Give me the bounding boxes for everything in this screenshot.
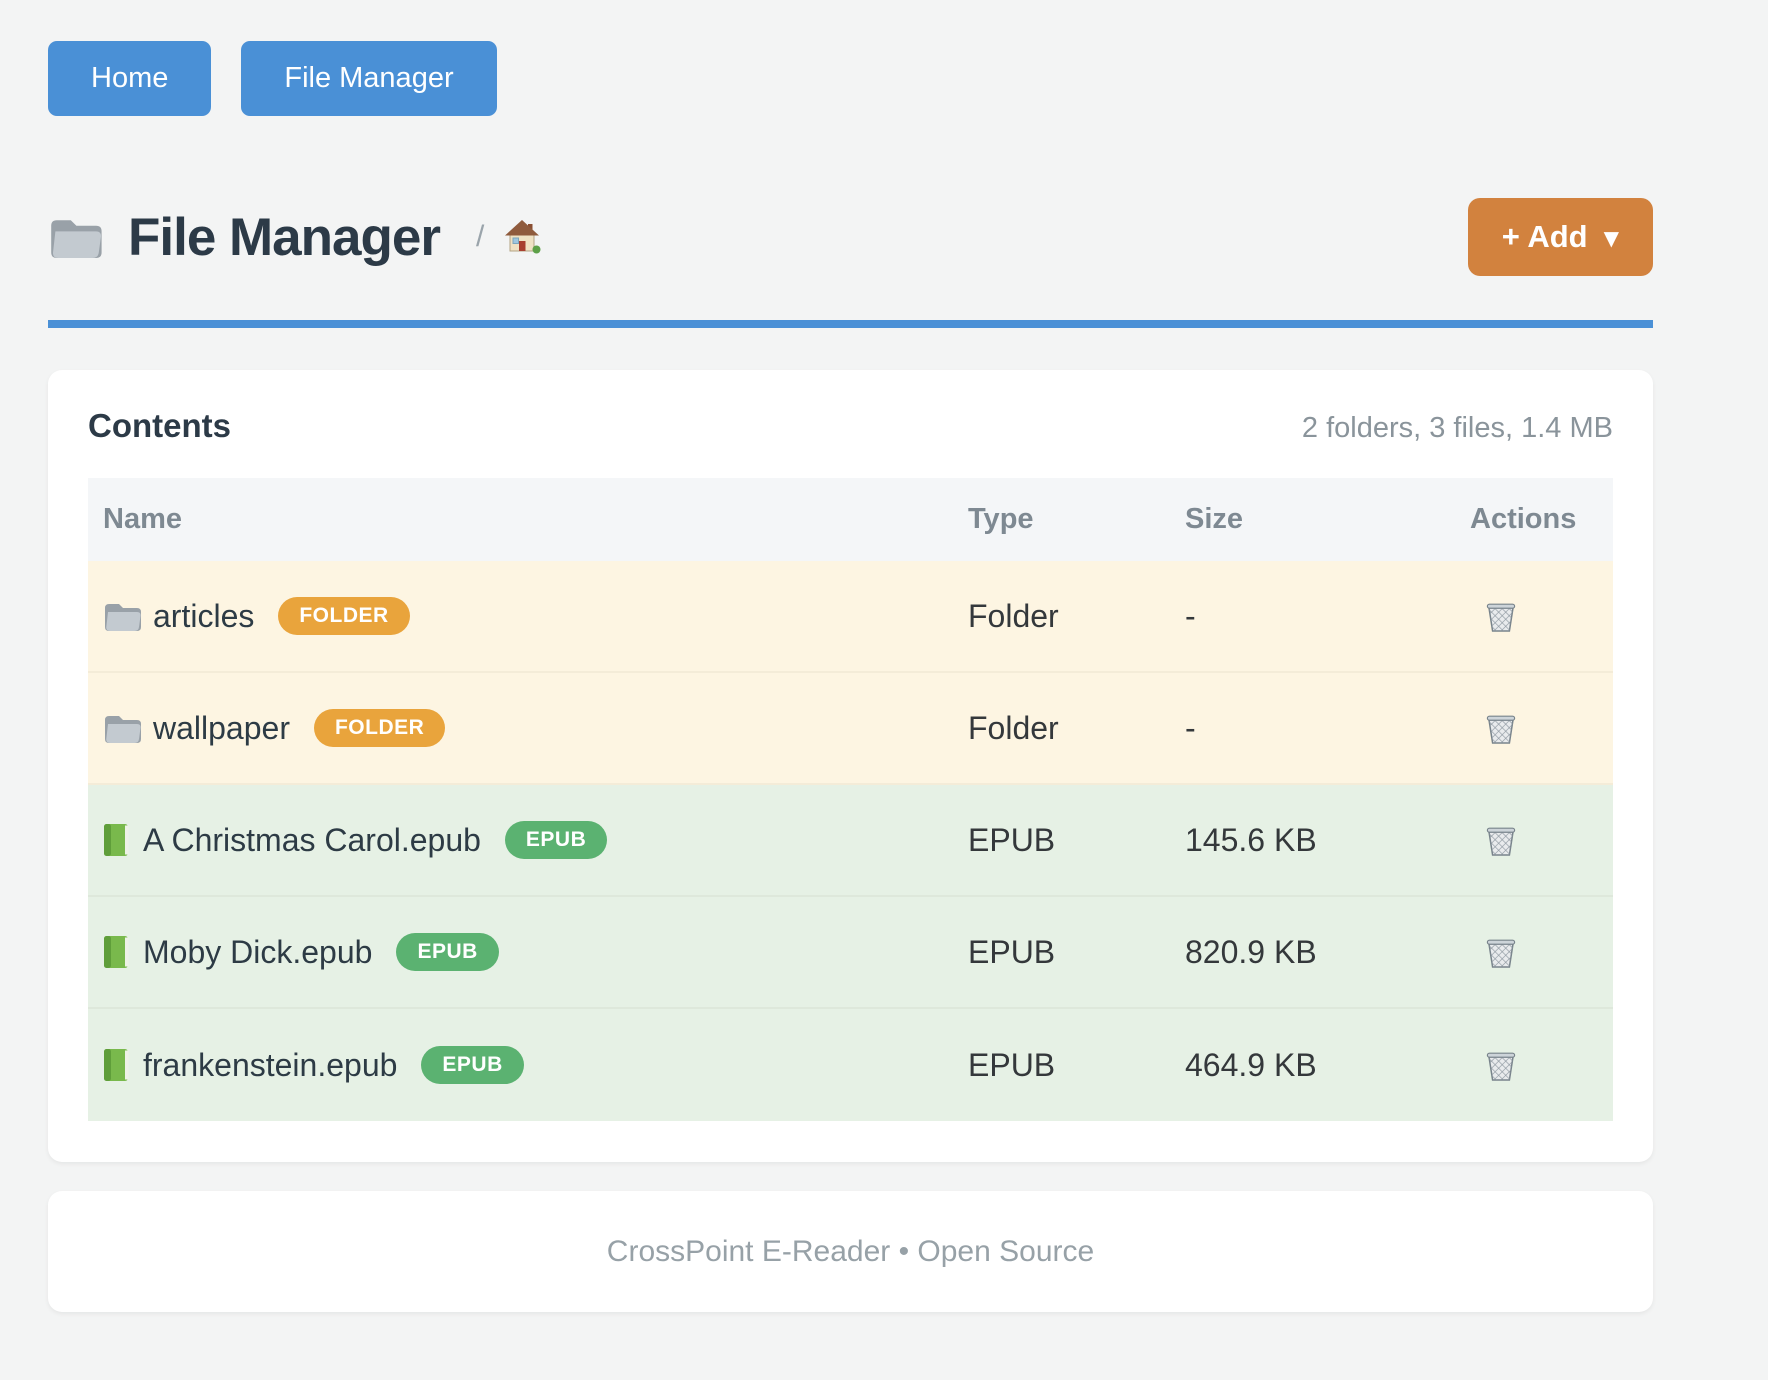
- name-cell[interactable]: articles FOLDER: [88, 597, 968, 635]
- actions-cell: [1470, 710, 1613, 746]
- trash-icon: [1484, 598, 1518, 634]
- size-cell: -: [1185, 597, 1196, 634]
- name-cell[interactable]: frankenstein.epub EPUB: [88, 1046, 968, 1084]
- file-name: A Christmas Carol.epub: [143, 821, 481, 858]
- nav-home-button[interactable]: Home: [48, 41, 212, 116]
- table-row-articles[interactable]: articles FOLDER Folder -: [88, 561, 1613, 673]
- book-icon: [103, 823, 131, 857]
- folder-icon: [48, 216, 102, 258]
- file-table: Name Type Size Actions articles FOLDER F…: [88, 478, 1613, 1121]
- delete-button[interactable]: [1484, 598, 1518, 634]
- actions-cell: [1470, 598, 1613, 634]
- delete-button[interactable]: [1484, 822, 1518, 858]
- epub-badge: EPUB: [504, 821, 608, 859]
- column-header-size: Size: [1185, 503, 1244, 535]
- size-cell: -: [1185, 709, 1196, 746]
- title-group: File Manager /: [48, 207, 542, 268]
- table-row-frankenstein[interactable]: frankenstein.epub EPUB EPUB 464.9 KB: [88, 1009, 1613, 1121]
- add-button-label: + Add: [1501, 219, 1588, 254]
- file-name: articles: [153, 597, 255, 634]
- name-cell[interactable]: Moby Dick.epub EPUB: [88, 933, 968, 971]
- column-header-type: Type: [968, 503, 1034, 535]
- header-divider: [48, 320, 1653, 328]
- trash-icon: [1484, 710, 1518, 746]
- size-cell: 145.6 KB: [1185, 821, 1317, 858]
- trash-icon: [1484, 934, 1518, 970]
- book-icon: [103, 935, 131, 969]
- folder-badge: FOLDER: [278, 597, 410, 635]
- file-name: wallpaper: [153, 709, 290, 746]
- name-cell[interactable]: A Christmas Carol.epub EPUB: [88, 821, 968, 859]
- breadcrumb-separator: /: [475, 220, 485, 253]
- page-title: File Manager: [128, 207, 441, 267]
- type-cell: Folder: [968, 709, 1059, 746]
- footer-text: CrossPoint E-Reader • Open Source: [606, 1234, 1095, 1268]
- home-icon[interactable]: [502, 217, 542, 257]
- delete-button[interactable]: [1484, 934, 1518, 970]
- chevron-down-icon: ▼: [1603, 226, 1619, 250]
- top-nav: Home File Manager: [0, 0, 1768, 116]
- column-header-actions: Actions: [1470, 503, 1577, 535]
- delete-button[interactable]: [1484, 710, 1518, 746]
- table-row-christmas-carol[interactable]: A Christmas Carol.epub EPUB EPUB 145.6 K…: [88, 785, 1613, 897]
- page: Home File Manager File Manager / + Add ▼: [0, 0, 1768, 1312]
- card-head: Contents 2 folders, 3 files, 1.4 MB: [88, 406, 1613, 446]
- column-header-name: Name: [103, 503, 182, 535]
- trash-icon: [1484, 1047, 1518, 1083]
- page-header: File Manager / + Add ▼: [48, 198, 1653, 276]
- folder-badge: FOLDER: [313, 709, 446, 747]
- add-button[interactable]: + Add ▼: [1467, 198, 1653, 276]
- delete-button[interactable]: [1484, 1047, 1518, 1083]
- file-name: Moby Dick.epub: [143, 933, 373, 970]
- actions-cell: [1470, 934, 1613, 970]
- folder-icon: [103, 713, 141, 743]
- actions-cell: [1470, 1047, 1613, 1083]
- folder-icon: [103, 601, 141, 631]
- main-content: File Manager / + Add ▼ Contents 2 folder…: [48, 198, 1653, 1312]
- type-cell: EPUB: [968, 933, 1056, 970]
- footer: CrossPoint E-Reader • Open Source: [48, 1191, 1653, 1312]
- book-icon: [103, 1048, 131, 1082]
- table-row-moby-dick[interactable]: Moby Dick.epub EPUB EPUB 820.9 KB: [88, 897, 1613, 1009]
- contents-heading: Contents: [88, 407, 231, 444]
- contents-summary: 2 folders, 3 files, 1.4 MB: [1301, 412, 1613, 444]
- epub-badge: EPUB: [396, 933, 499, 971]
- nav-file-manager-button[interactable]: File Manager: [241, 41, 497, 116]
- file-name: frankenstein.epub: [143, 1046, 398, 1083]
- name-cell[interactable]: wallpaper FOLDER: [88, 709, 968, 747]
- trash-icon: [1484, 822, 1518, 858]
- table-header-row: Name Type Size Actions: [88, 478, 1613, 561]
- table-row-wallpaper[interactable]: wallpaper FOLDER Folder -: [88, 673, 1613, 785]
- type-cell: EPUB: [968, 821, 1056, 858]
- epub-badge: EPUB: [421, 1046, 524, 1084]
- size-cell: 464.9 KB: [1185, 1046, 1317, 1083]
- size-cell: 820.9 KB: [1185, 933, 1317, 970]
- type-cell: Folder: [968, 597, 1059, 634]
- actions-cell: [1470, 822, 1613, 858]
- contents-card: Contents 2 folders, 3 files, 1.4 MB Name…: [48, 370, 1653, 1162]
- type-cell: EPUB: [968, 1046, 1056, 1083]
